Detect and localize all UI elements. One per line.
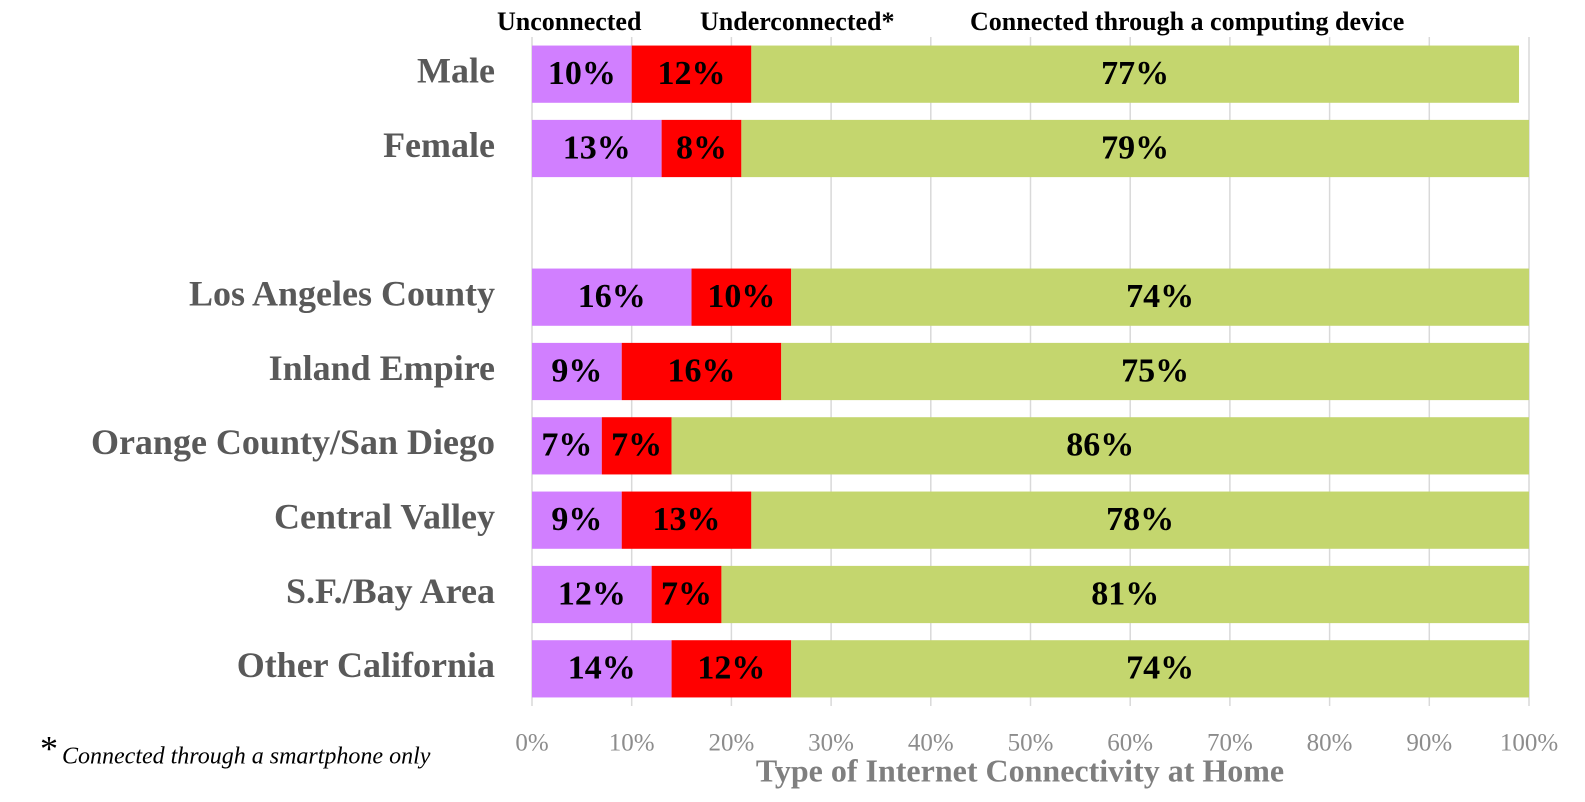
category-label: Orange County/San Diego <box>91 422 495 462</box>
category-label: Inland Empire <box>269 348 495 388</box>
data-label: 13% <box>653 501 721 538</box>
data-label: 79% <box>1101 129 1169 166</box>
data-label: 7% <box>611 427 662 464</box>
data-label: 74% <box>1126 650 1194 687</box>
bar-segment <box>601 417 672 475</box>
bar-segment <box>691 268 792 326</box>
x-axis-label: Type of Internet Connectivity at Home <box>756 752 1284 788</box>
bar-segment <box>532 342 622 401</box>
legend-label: Connected through a computing device <box>970 7 1404 36</box>
bar-segment <box>621 342 782 401</box>
legend-label: Underconnected* <box>700 7 895 36</box>
data-label: 9% <box>551 352 602 389</box>
data-label: 86% <box>1066 427 1134 464</box>
category-label: Male <box>417 50 495 90</box>
bar-segment <box>671 640 792 698</box>
x-tick-label: 0% <box>515 730 548 757</box>
data-label: 75% <box>1121 352 1189 389</box>
bar-segment <box>532 417 602 475</box>
x-tick-label: 40% <box>908 730 954 757</box>
bar-segment <box>532 640 672 698</box>
bar-segment <box>751 491 1529 549</box>
data-label: 13% <box>563 129 631 166</box>
x-tick-label: 100% <box>1500 730 1558 757</box>
footnote-marker: * <box>40 728 58 768</box>
bar-segment <box>621 491 752 549</box>
data-label: 10% <box>707 278 775 315</box>
bar-segment <box>751 45 1520 103</box>
category-label: Other California <box>237 645 495 685</box>
x-tick-label: 90% <box>1406 730 1452 757</box>
data-label: 8% <box>676 129 727 166</box>
data-label: 12% <box>558 575 626 612</box>
x-tick-label: 20% <box>708 730 754 757</box>
bar-segment <box>651 565 722 624</box>
data-label: 12% <box>697 650 765 687</box>
data-label: 7% <box>541 427 592 464</box>
bar-segment <box>532 491 622 549</box>
footnote: Connected through a smartphone only <box>62 744 431 770</box>
data-label: 16% <box>667 352 735 389</box>
x-tick-label: 50% <box>1008 730 1054 757</box>
bar-segment <box>791 640 1529 698</box>
x-tick-label: 30% <box>808 730 854 757</box>
data-label: 74% <box>1126 278 1194 315</box>
data-label: 16% <box>578 278 646 315</box>
x-tick-label: 10% <box>609 730 655 757</box>
category-label: Female <box>383 125 495 165</box>
bar-segment <box>532 119 662 178</box>
bar-segment <box>721 565 1529 624</box>
bar-segment <box>532 45 632 103</box>
category-label: Central Valley <box>274 496 495 536</box>
bar-segment <box>532 565 652 624</box>
bar-segment <box>791 268 1529 326</box>
category-label: S.F./Bay Area <box>286 571 495 611</box>
x-tick-label: 60% <box>1107 730 1153 757</box>
x-tick-label: 70% <box>1207 730 1253 757</box>
bar-segment <box>532 268 692 326</box>
bar-segment <box>741 119 1529 178</box>
data-label: 10% <box>548 55 616 92</box>
data-label: 81% <box>1091 575 1159 612</box>
x-tick-label: 80% <box>1307 730 1353 757</box>
data-label: 14% <box>568 650 636 687</box>
data-label: 78% <box>1106 501 1174 538</box>
bar-segment <box>631 45 752 103</box>
data-label: 77% <box>1101 55 1169 92</box>
data-label: 7% <box>661 575 712 612</box>
bar-segment <box>781 342 1529 401</box>
category-label: Los Angeles County <box>189 273 495 313</box>
bar-segment <box>661 119 742 178</box>
data-label: 12% <box>658 55 726 92</box>
bar-segment <box>671 417 1529 475</box>
legend-label: Unconnected <box>497 7 642 36</box>
data-label: 9% <box>551 501 602 538</box>
